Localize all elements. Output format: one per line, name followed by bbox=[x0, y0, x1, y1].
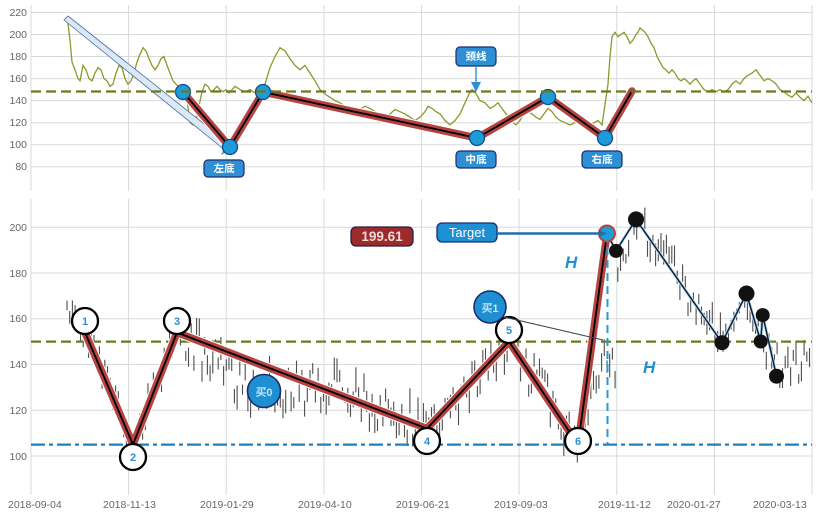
svg-text:140: 140 bbox=[9, 95, 27, 107]
svg-text:140: 140 bbox=[9, 359, 27, 371]
svg-text:买1: 买1 bbox=[481, 302, 498, 315]
svg-text:2019-11-12: 2019-11-12 bbox=[598, 499, 651, 511]
svg-text:2: 2 bbox=[130, 452, 136, 464]
svg-text:颈线: 颈线 bbox=[466, 51, 487, 63]
svg-text:左底: 左底 bbox=[214, 162, 235, 175]
svg-text:2020-01-27: 2020-01-27 bbox=[667, 499, 721, 511]
svg-text:2018-11-13: 2018-11-13 bbox=[103, 499, 156, 511]
svg-text:200: 200 bbox=[9, 29, 27, 41]
svg-text:Target: Target bbox=[449, 225, 486, 240]
svg-text:160: 160 bbox=[9, 313, 27, 325]
svg-text:6: 6 bbox=[575, 436, 581, 448]
svg-text:180: 180 bbox=[9, 268, 27, 280]
svg-text:买0: 买0 bbox=[255, 386, 272, 399]
svg-text:180: 180 bbox=[9, 51, 27, 63]
svg-text:199.61: 199.61 bbox=[361, 229, 403, 244]
svg-text:2019-01-29: 2019-01-29 bbox=[200, 499, 254, 511]
svg-text:2019-04-10: 2019-04-10 bbox=[298, 499, 352, 511]
svg-text:2019-09-03: 2019-09-03 bbox=[494, 499, 548, 511]
svg-text:120: 120 bbox=[9, 405, 27, 417]
svg-text:2020-03-13: 2020-03-13 bbox=[753, 499, 807, 511]
svg-text:100: 100 bbox=[9, 451, 27, 463]
svg-text:5: 5 bbox=[506, 325, 512, 337]
svg-text:2019-06-21: 2019-06-21 bbox=[396, 499, 450, 511]
svg-text:160: 160 bbox=[9, 73, 27, 85]
svg-text:右底: 右底 bbox=[592, 153, 613, 166]
svg-text:1: 1 bbox=[82, 316, 88, 328]
svg-text:3: 3 bbox=[174, 316, 180, 328]
svg-text:2018-09-04: 2018-09-04 bbox=[8, 499, 62, 511]
svg-text:4: 4 bbox=[424, 436, 431, 448]
svg-text:200: 200 bbox=[9, 222, 27, 234]
svg-text:220: 220 bbox=[9, 7, 27, 19]
svg-text:H: H bbox=[565, 253, 578, 272]
svg-text:中底: 中底 bbox=[466, 153, 487, 166]
svg-text:100: 100 bbox=[9, 139, 27, 151]
svg-text:120: 120 bbox=[9, 117, 27, 129]
svg-text:H: H bbox=[643, 358, 656, 377]
svg-text:80: 80 bbox=[15, 161, 27, 173]
